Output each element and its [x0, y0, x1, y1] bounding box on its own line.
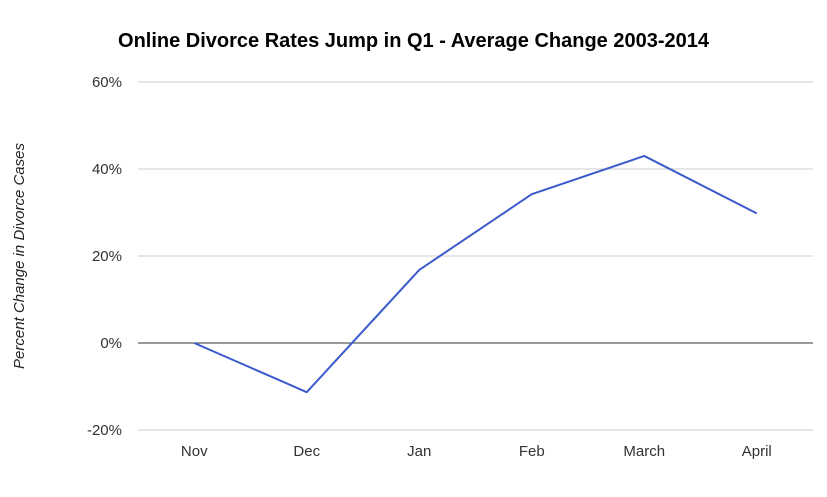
- series-layer: [193, 154, 758, 394]
- chart-title: Online Divorce Rates Jump in Q1 - Averag…: [118, 30, 709, 52]
- gridlines: [138, 81, 813, 431]
- y-tick-label: 60%: [92, 74, 122, 91]
- y-tick-label: -20%: [87, 422, 122, 439]
- y-axis-ticks: -20% 0% 20% 40% 60%: [87, 74, 122, 439]
- x-tick-label: Dec: [293, 443, 320, 460]
- x-tick-label: Jan: [407, 443, 431, 460]
- y-axis-label: Percent Change in Divorce Cases: [11, 143, 28, 369]
- x-tick-label: March: [623, 443, 665, 460]
- x-tick-label: April: [742, 443, 772, 460]
- x-axis-ticks: Nov Dec Jan Feb March April: [181, 443, 772, 460]
- y-tick-label: 20%: [92, 248, 122, 265]
- x-tick-label: Nov: [181, 443, 208, 460]
- x-tick-label: Feb: [519, 443, 545, 460]
- y-tick-label: 40%: [92, 161, 122, 178]
- y-tick-label: 0%: [100, 335, 122, 352]
- series-line: [193, 154, 758, 394]
